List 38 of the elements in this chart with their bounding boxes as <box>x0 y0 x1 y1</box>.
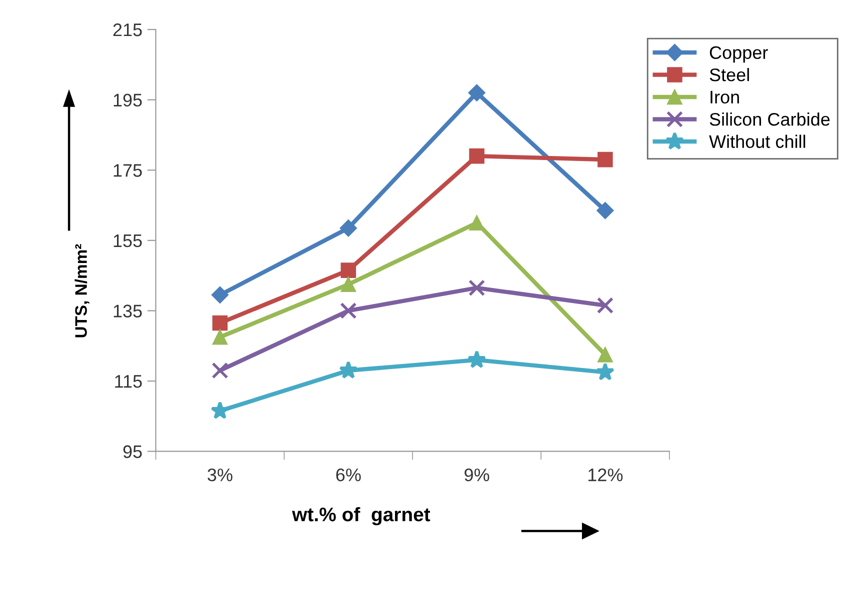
y-tick-label: 95 <box>123 445 142 458</box>
y-tick-label: 115 <box>115 375 142 388</box>
point <box>211 286 229 304</box>
point <box>598 152 613 168</box>
y-tick-label: 175 <box>114 164 142 177</box>
legend-label: Steel <box>710 68 749 82</box>
point <box>340 262 356 278</box>
y-tick-label: 135 <box>114 304 142 318</box>
point <box>340 220 357 237</box>
point <box>467 350 486 368</box>
point <box>468 84 486 102</box>
y-axis-title: UTS, N/mm² <box>74 244 90 338</box>
legend-label: Iron <box>710 90 739 104</box>
point <box>469 148 484 164</box>
point <box>340 302 357 320</box>
x-tick-label: 3% <box>208 468 232 482</box>
y-tick-label: 155 <box>114 234 142 248</box>
legend-label: Without chill <box>709 134 806 148</box>
point <box>596 362 615 380</box>
y-tick-label: 215 <box>113 23 142 36</box>
point <box>340 276 356 292</box>
legend-label: Silicon Carbide <box>710 112 830 126</box>
x-tick-label: 12% <box>588 468 623 482</box>
point <box>212 315 228 331</box>
point <box>212 329 228 345</box>
point <box>596 297 614 314</box>
y-tick-label: 195 <box>114 94 142 107</box>
x-axis-title: wt.% of garnet <box>292 507 430 526</box>
point <box>596 202 614 220</box>
x-tick-label: 6% <box>336 468 361 482</box>
point <box>469 215 484 230</box>
point <box>468 280 486 296</box>
point <box>598 347 613 362</box>
x-tick-label: 9% <box>464 468 490 482</box>
point <box>212 362 228 379</box>
point <box>339 360 358 379</box>
legend-label: Copper <box>710 46 768 63</box>
point <box>210 401 230 420</box>
